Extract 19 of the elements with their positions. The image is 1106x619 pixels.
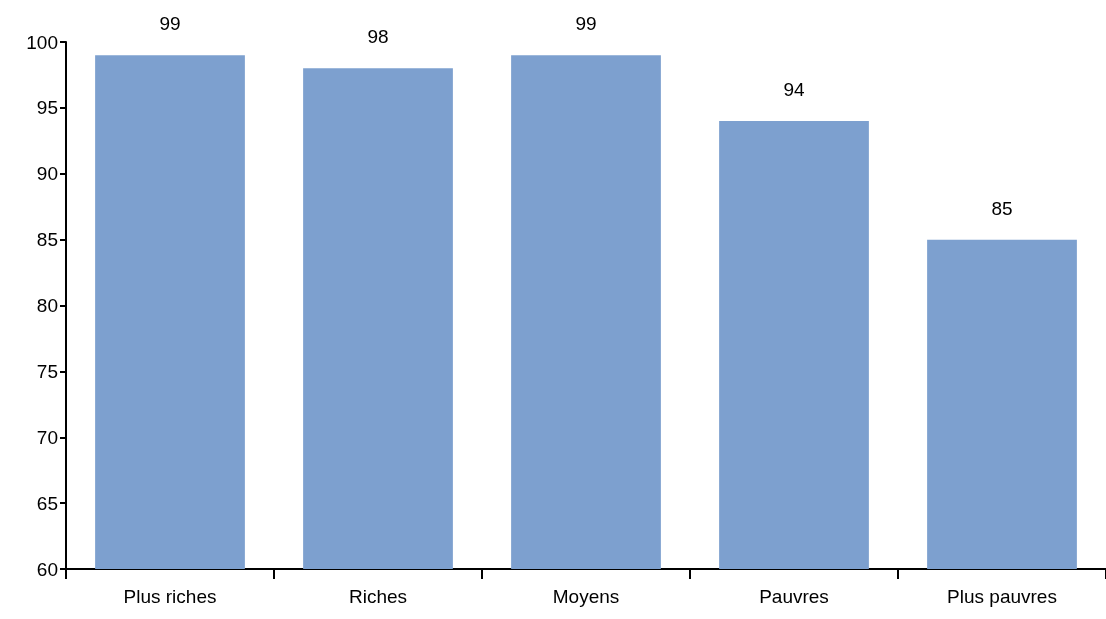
data-label: 99: [159, 13, 181, 35]
y-tick-label: 95: [36, 97, 58, 119]
y-tick-label: 65: [36, 492, 58, 514]
y-tick-label: 60: [36, 558, 58, 580]
data-label: 99: [575, 13, 597, 35]
data-label: 94: [783, 79, 805, 101]
data-label: 85: [991, 197, 1013, 219]
x-tick-label: Riches: [348, 586, 408, 607]
x-tick-label: Moyens: [552, 586, 620, 607]
x-tick-label: Plus pauvres: [947, 586, 1057, 607]
y-tick-label: 100: [26, 31, 58, 53]
x-tick-label: Pauvres: [759, 586, 829, 607]
y-tick-label: 75: [36, 360, 58, 382]
data-label: 98: [367, 26, 389, 48]
y-tick-label: 90: [36, 163, 58, 185]
y-tick-label: 80: [36, 295, 58, 316]
y-tick-label: 85: [36, 229, 58, 251]
x-tick-label: Plus riches: [123, 586, 217, 607]
y-tick-label: 70: [36, 426, 58, 448]
